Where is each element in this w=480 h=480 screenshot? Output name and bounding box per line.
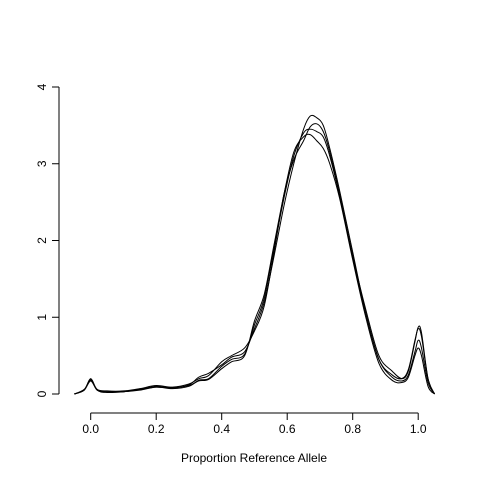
- x-tick-label: 1.0: [410, 422, 427, 436]
- x-axis-title: Proportion Reference Allele: [181, 451, 327, 465]
- y-tick-label: 4: [35, 83, 49, 90]
- y-tick-label: 0: [35, 390, 49, 397]
- y-ticks: 0 1 2 3 4: [35, 83, 59, 397]
- x-ticks: 0.0 0.2 0.4 0.6 0.8 1.0: [82, 413, 427, 436]
- x-tick-label: 0.8: [344, 422, 361, 436]
- y-tick-label: 2: [35, 237, 49, 244]
- y-tick-label: 1: [35, 314, 49, 321]
- x-tick-label: 0.4: [213, 422, 230, 436]
- y-tick-label: 3: [35, 160, 49, 167]
- density-curves: [74, 114, 436, 395]
- x-tick-label: 0.0: [82, 422, 99, 436]
- x-tick-label: 0.6: [279, 422, 296, 436]
- x-tick-label: 0.2: [148, 422, 165, 436]
- density-curve-2: [74, 133, 435, 395]
- density-curve-3: [74, 123, 436, 395]
- density-curve-1: [74, 114, 436, 395]
- density-curve-4: [74, 128, 436, 395]
